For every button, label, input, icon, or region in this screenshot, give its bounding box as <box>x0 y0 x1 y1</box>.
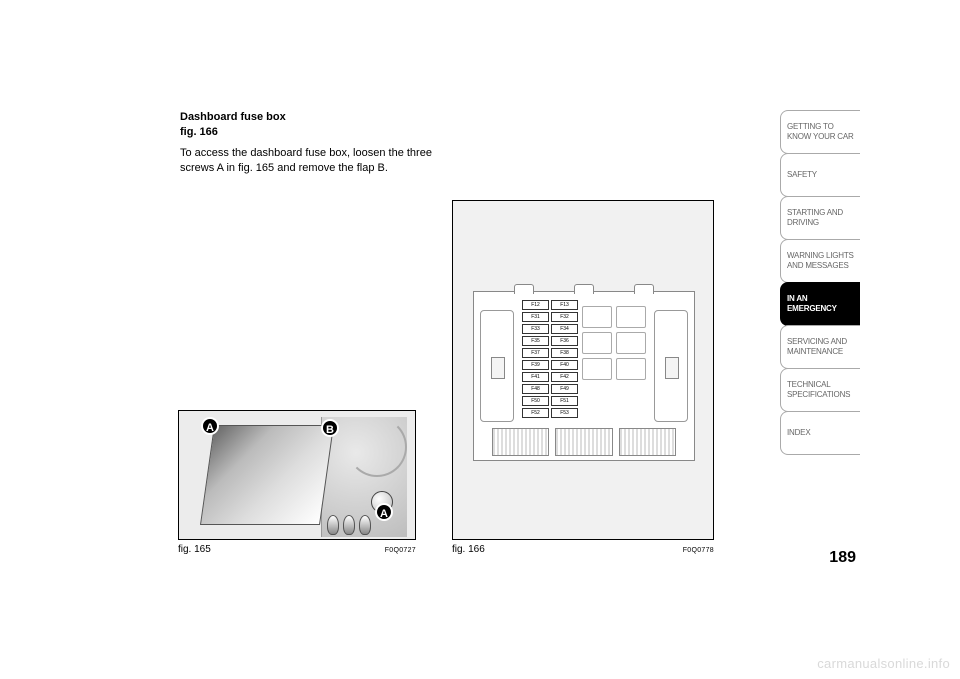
fuse-cell: F33 <box>522 324 549 334</box>
callout-a-marker: A <box>375 503 393 521</box>
fuse-cell: F12 <box>522 300 549 310</box>
figure-code: F0Q0778 <box>683 547 714 554</box>
side-bracket-shape <box>654 310 688 422</box>
mount-tab-shape <box>574 284 594 294</box>
pedals-group <box>327 515 371 535</box>
figures-row: A B A fig. 165 F0Q0727 F12F <box>178 410 718 555</box>
section-tab[interactable]: GETTING TO KNOW YOUR CAR <box>780 110 860 154</box>
fuse-cell: F39 <box>522 360 549 370</box>
figure-166-caption: fig. 166 F0Q0778 <box>452 544 714 555</box>
pedal-shape <box>343 515 355 535</box>
connector-shape <box>492 428 549 456</box>
pedal-shape <box>359 515 371 535</box>
mount-tab-shape <box>634 284 654 294</box>
section-tab[interactable]: SERVICING AND MAINTENANCE <box>780 325 860 369</box>
section-tab[interactable]: STARTING AND DRIVING <box>780 196 860 240</box>
fuse-cell: F51 <box>551 396 578 406</box>
section-tab[interactable]: IN AN EMERGENCY <box>780 282 860 326</box>
steering-column-shape <box>347 417 407 477</box>
fusebox-shape: F12F13F31F32F33F34F35F36F37F38F39F40F41F… <box>473 291 695 461</box>
dash-panel-shape <box>200 425 334 525</box>
callout-b-marker: B <box>321 419 339 437</box>
relay-slot-shape <box>582 306 612 328</box>
heading-line1: Dashboard fuse box <box>180 111 286 123</box>
text-column: Dashboard fuse box fig. 166 To access th… <box>180 110 720 175</box>
fusebox-tabs <box>474 284 694 294</box>
figure-label: fig. 165 <box>178 544 211 555</box>
pedal-shape <box>327 515 339 535</box>
page-number: 189 <box>829 549 856 567</box>
fuse-cell: F40 <box>551 360 578 370</box>
body-paragraph: To access the dashboard fuse box, loosen… <box>180 146 460 176</box>
figure-165: A B A fig. 165 F0Q0727 <box>178 410 416 555</box>
fuse-cell: F31 <box>522 312 549 322</box>
relay-slot-shape <box>582 332 612 354</box>
fuse-cell: F48 <box>522 384 549 394</box>
fuse-cell: F35 <box>522 336 549 346</box>
figure-165-caption: fig. 165 F0Q0727 <box>178 544 416 555</box>
relay-slot-shape <box>582 358 612 380</box>
fuse-cell: F36 <box>551 336 578 346</box>
figure-166-image: F12F13F31F32F33F34F35F36F37F38F39F40F41F… <box>452 200 714 540</box>
heading-line2: fig. 166 <box>180 126 218 138</box>
callout-a-marker: A <box>201 417 219 435</box>
section-tab[interactable]: SAFETY <box>780 153 860 197</box>
fuse-cell: F53 <box>551 408 578 418</box>
figure-165-image: A B A <box>178 410 416 540</box>
fuse-grid: F12F13F31F32F33F34F35F36F37F38F39F40F41F… <box>522 300 578 418</box>
relay-slot-shape <box>616 332 646 354</box>
fuse-cell: F13 <box>551 300 578 310</box>
fuse-cell: F49 <box>551 384 578 394</box>
relay-slot-shape <box>616 358 646 380</box>
watermark-text: carmanualsonline.info <box>817 656 950 671</box>
section-heading: Dashboard fuse box fig. 166 <box>180 110 720 140</box>
fuse-cell: F32 <box>551 312 578 322</box>
connector-shape <box>619 428 676 456</box>
relay-slot-grid <box>582 306 646 380</box>
fuse-cell: F38 <box>551 348 578 358</box>
mount-tab-shape <box>514 284 534 294</box>
figure-166: F12F13F31F32F33F34F35F36F37F38F39F40F41F… <box>452 200 714 555</box>
figure-label: fig. 166 <box>452 544 485 555</box>
connector-shape <box>555 428 612 456</box>
relay-slot-shape <box>616 306 646 328</box>
fuse-cell: F50 <box>522 396 549 406</box>
section-tab[interactable]: TECHNICAL SPECIFICATIONS <box>780 368 860 412</box>
manual-page: Dashboard fuse box fig. 166 To access th… <box>0 0 960 679</box>
fuse-cell: F42 <box>551 372 578 382</box>
section-tabs-sidebar: GETTING TO KNOW YOUR CARSAFETYSTARTING A… <box>780 110 860 455</box>
figure-code: F0Q0727 <box>385 547 416 554</box>
fuse-cell: F34 <box>551 324 578 334</box>
side-bracket-shape <box>480 310 514 422</box>
connector-row <box>492 428 676 456</box>
fuse-cell: F37 <box>522 348 549 358</box>
fuse-cell: F52 <box>522 408 549 418</box>
section-tab[interactable]: INDEX <box>780 411 860 455</box>
fuse-cell: F41 <box>522 372 549 382</box>
section-tab[interactable]: WARNING LIGHTS AND MESSAGES <box>780 239 860 283</box>
